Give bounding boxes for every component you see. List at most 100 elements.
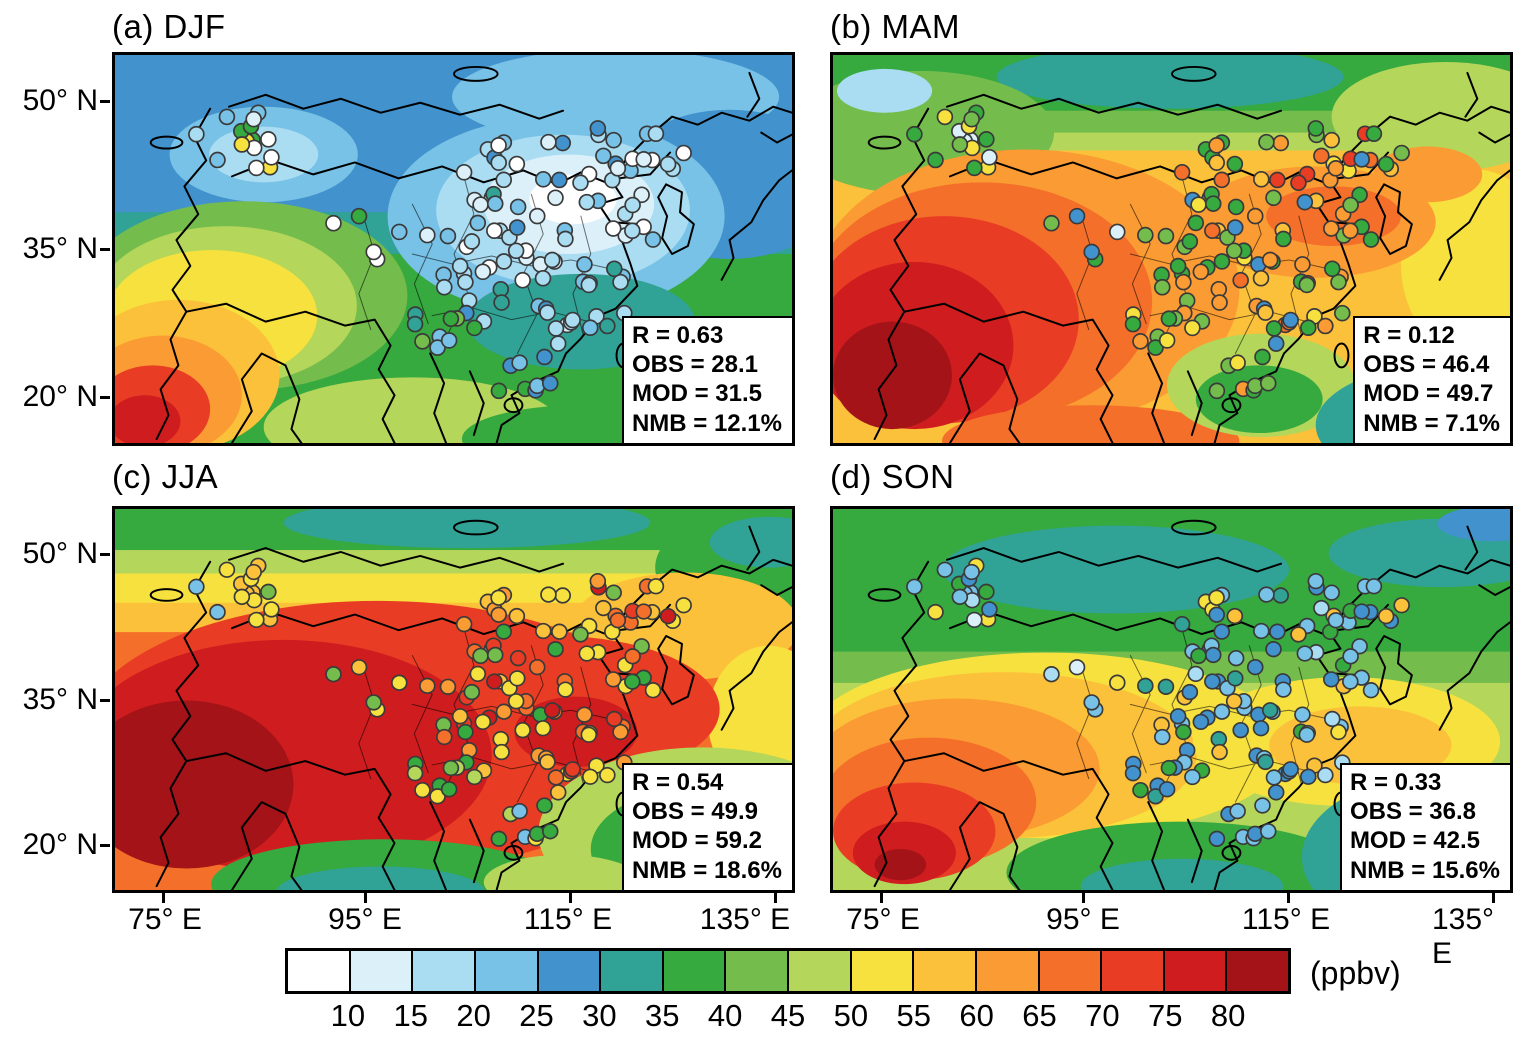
station-dot — [528, 659, 546, 676]
lat-tick-label: 50° N — [22, 537, 98, 570]
lon-tick-label: 95° E — [1046, 903, 1120, 936]
axis-tick — [1082, 893, 1085, 903]
station-dot — [547, 189, 564, 207]
station-dot — [1109, 674, 1126, 691]
station-dot — [1252, 720, 1270, 737]
station-dot — [1211, 743, 1228, 761]
colorbar-tick-label: 70 — [1085, 998, 1120, 1033]
stat-mod: MOD = 59.2 — [631, 827, 762, 855]
station-dot — [1192, 713, 1210, 731]
station-dot — [442, 759, 460, 777]
station-dot — [647, 578, 665, 595]
lat-tick-label: 20° N — [22, 828, 98, 861]
station-dot — [1225, 242, 1243, 260]
station-dot — [463, 233, 481, 250]
colorbar-tick-label: 40 — [707, 998, 743, 1033]
station-dot — [1181, 233, 1199, 250]
station-dot — [365, 243, 382, 261]
station-dot — [644, 682, 662, 699]
station-dot — [936, 108, 954, 126]
station-dot — [495, 623, 513, 640]
station-dot — [511, 803, 528, 820]
station-dot — [1327, 612, 1345, 629]
station-dot — [1132, 782, 1149, 799]
station-dot — [1083, 694, 1100, 711]
station-dot — [1181, 683, 1199, 701]
station-dot — [1252, 269, 1270, 287]
station-dot — [1267, 335, 1285, 352]
panel-d-map: R = 0.33 OBS = 36.8 MOD = 42.5 NMB = 15.… — [830, 506, 1513, 893]
station-dot — [1213, 703, 1231, 720]
station-dot — [263, 148, 280, 166]
colorbar-tick-label: 35 — [645, 998, 680, 1033]
station-dot — [612, 273, 629, 291]
station-dot — [1124, 315, 1142, 333]
station-dot — [554, 587, 572, 604]
station-dot — [1169, 257, 1187, 275]
station-dot — [245, 110, 262, 128]
station-dot — [536, 797, 553, 814]
station-dot — [1296, 193, 1314, 211]
station-dot — [209, 151, 226, 169]
station-dot — [906, 125, 923, 143]
station-dot — [1137, 677, 1154, 694]
station-dot — [486, 673, 503, 690]
station-dots-mam — [906, 104, 1410, 400]
station-dot — [1173, 616, 1191, 633]
station-dot — [457, 273, 474, 291]
station-dot — [564, 761, 581, 778]
station-dot — [1184, 768, 1201, 786]
station-dot — [576, 706, 593, 723]
station-dot — [1330, 723, 1347, 741]
station-dot — [1204, 222, 1221, 240]
station-dot — [350, 659, 368, 676]
station-dot — [578, 645, 596, 662]
station-dot — [549, 335, 567, 352]
axis-tick — [100, 396, 110, 399]
station-dot — [1246, 825, 1264, 842]
lat-tick-label: 50° N — [22, 84, 98, 117]
station-dot — [576, 256, 593, 273]
colorbar-unit-label: (ppbv) — [1310, 955, 1401, 991]
station-dot — [1190, 196, 1207, 213]
station-dot — [1246, 377, 1264, 395]
station-dot — [1267, 784, 1285, 801]
station-dot — [1043, 666, 1060, 683]
station-dot — [1313, 147, 1330, 165]
station-dot — [1253, 170, 1270, 188]
station-dot — [1393, 597, 1410, 614]
lon-tick-label: 75° E — [128, 903, 202, 936]
station-dot — [978, 131, 995, 148]
station-dot — [609, 160, 627, 177]
station-dot — [1259, 823, 1277, 840]
station-dot — [1307, 120, 1325, 137]
station-dot — [624, 648, 641, 665]
station-dot — [1226, 607, 1244, 625]
station-dot — [486, 195, 504, 212]
station-dot — [325, 666, 342, 683]
station-dot — [1323, 710, 1341, 728]
station-dot — [624, 196, 641, 214]
stats-box-c: R = 0.54 OBS = 49.9 MOD = 59.2 NMB = 18.… — [621, 762, 792, 890]
station-dot — [595, 147, 612, 165]
station-dot — [1253, 622, 1270, 640]
station-dot — [981, 601, 998, 618]
colorbar-cell — [1100, 951, 1163, 991]
station-dot — [1187, 214, 1205, 232]
station-dot — [1269, 171, 1286, 189]
axis-tick — [1287, 893, 1290, 903]
station-dot — [536, 348, 553, 366]
station-dot — [1229, 803, 1246, 820]
station-dot — [469, 665, 487, 683]
station-dot — [1213, 171, 1231, 189]
stat-nmb: NMB = 7.1% — [1363, 409, 1500, 437]
station-dot — [1290, 626, 1307, 643]
station-dot — [260, 583, 277, 601]
stat-r: R = 0.63 — [631, 321, 724, 349]
station-dot — [1365, 578, 1383, 595]
station-dot — [589, 120, 607, 137]
colorbar-tick-label: 15 — [393, 998, 428, 1033]
panel-c-map: R = 0.54 OBS = 49.9 MOD = 59.2 NMB = 18.… — [112, 506, 795, 893]
station-dot — [248, 611, 265, 629]
station-dot — [1317, 317, 1334, 335]
